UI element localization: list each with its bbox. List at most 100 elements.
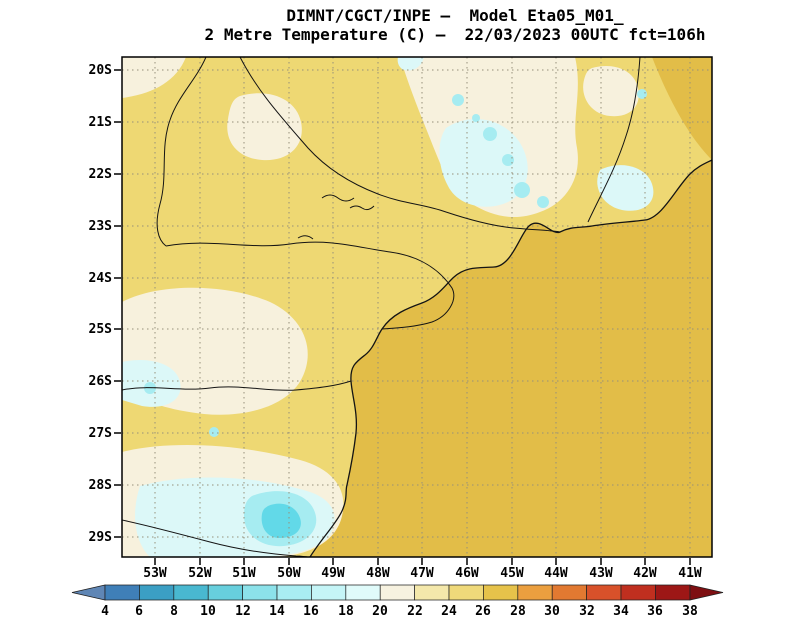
- lat-tick-label: 24S: [89, 271, 113, 286]
- cyan-spot: [537, 196, 549, 208]
- lon-tick-label: 49W: [321, 566, 345, 581]
- lon-tick-label: 50W: [277, 566, 301, 581]
- pale-cyan-patch: [439, 118, 528, 207]
- plot-title-line1: DIMNT/CGCT/INPE — Model Eta05_M01_: [286, 6, 624, 25]
- colorbar-segment: [104, 584, 140, 601]
- colorbar-tick-label: 38: [682, 604, 698, 618]
- colorbar-segment: [620, 584, 656, 601]
- lat-tick-label: 22S: [89, 167, 113, 182]
- border-line: [165, 241, 455, 330]
- reservoir-line: [297, 235, 314, 240]
- lat-tick-label: 28S: [89, 478, 113, 493]
- lon-tick-label: 42W: [633, 566, 657, 581]
- colorbar-segment: [345, 584, 381, 601]
- colorbar-segment: [173, 584, 209, 601]
- latitude-axis: 20S 21S 22S 23S 24S 25S 26S 27S 28S 29S: [89, 63, 113, 545]
- reservoir-line: [349, 205, 375, 211]
- cyan-spot: [472, 114, 480, 122]
- border-line: [239, 57, 561, 233]
- cyan-spot: [483, 127, 497, 141]
- colorbar-segment: [311, 584, 347, 601]
- cyan-spot: [452, 94, 464, 106]
- lon-tick-label: 45W: [500, 566, 524, 581]
- axis-tick-marks: [114, 69, 691, 565]
- colorbar-segment: [379, 584, 416, 601]
- colorbar-segment: [483, 584, 519, 601]
- lon-tick-label: 51W: [232, 566, 256, 581]
- longitude-axis: 53W 52W 51W 50W 49W 48W 47W 46W 45W 44W …: [143, 566, 702, 581]
- colorbar-tick-label: 34: [613, 604, 629, 618]
- lat-tick-label: 27S: [89, 426, 113, 441]
- ocean-fill: [310, 160, 712, 557]
- colorbar-segment: [551, 584, 588, 601]
- pale-cyan-patch: [397, 57, 424, 71]
- colorbar-tick-label: 18: [338, 604, 354, 618]
- colorbar-tick-label: 22: [407, 604, 423, 618]
- lat-tick-label: 26S: [89, 374, 113, 389]
- lon-tick-label: 48W: [366, 566, 390, 581]
- lat-tick-label: 20S: [89, 63, 113, 78]
- colorbar-tick-label: 8: [170, 604, 178, 618]
- lon-tick-label: 44W: [544, 566, 568, 581]
- cream-patch: [583, 66, 639, 117]
- colorbar-labels: 4 6 8 10 12 14 16 18 20 22 24 26 28 30 3…: [101, 604, 698, 618]
- pale-cyan-patch: [597, 165, 654, 211]
- lat-tick-label: 21S: [89, 115, 113, 130]
- colorbar-tick-label: 10: [200, 604, 216, 618]
- colorbar-right-arrow: [689, 584, 724, 601]
- lon-tick-label: 53W: [143, 566, 167, 581]
- colorbar-tick-label: 6: [135, 604, 143, 618]
- colorbar-segment: [139, 584, 175, 601]
- cream-patch: [227, 93, 302, 161]
- reservoir-squiggles: [297, 194, 375, 240]
- colorbar-segment: [414, 584, 450, 601]
- colorbar-tick-label: 12: [235, 604, 251, 618]
- lon-tick-label: 52W: [188, 566, 212, 581]
- lon-tick-label: 43W: [589, 566, 613, 581]
- state-borders: [122, 57, 641, 557]
- colorbar-tick-label: 32: [579, 604, 595, 618]
- colorbar-segment: [586, 584, 622, 601]
- colorbar-tick-label: 14: [269, 604, 285, 618]
- cream-patch: [122, 57, 186, 98]
- cyan-spot: [637, 89, 647, 99]
- graticule: [122, 57, 712, 557]
- lon-tick-label: 41W: [678, 566, 702, 581]
- colorbar-segment: [207, 584, 244, 601]
- lat-tick-label: 29S: [89, 530, 113, 545]
- lat-tick-label: 23S: [89, 219, 113, 234]
- plot-title-line2: 2 Metre Temperature (C) — 22/03/2023 00U…: [204, 25, 706, 44]
- lon-tick-label: 47W: [410, 566, 434, 581]
- colorbar-tick-label: 4: [101, 604, 109, 618]
- map-frame: [121, 56, 713, 558]
- bright-cyan-core: [261, 503, 301, 538]
- lon-tick-label: 46W: [455, 566, 479, 581]
- border-line: [587, 57, 641, 223]
- colorbar-tick-label: 24: [441, 604, 457, 618]
- cyan-spot: [502, 154, 514, 166]
- colorbar-tick-label: 20: [372, 604, 388, 618]
- warm-gold-region: [310, 57, 712, 557]
- coastline: [309, 159, 712, 557]
- colorbar-segment: [276, 584, 312, 601]
- colorbar-segment: [517, 584, 553, 601]
- colorbar-segment: [242, 584, 278, 601]
- cyan-spot: [209, 427, 219, 437]
- colorbar-tick-label: 16: [303, 604, 319, 618]
- colorbar-segment: [448, 584, 484, 601]
- border-line: [156, 57, 207, 247]
- colorbar-tick-label: 28: [510, 604, 526, 618]
- map-field: [122, 57, 712, 557]
- colorbar-left-arrow: [71, 584, 106, 601]
- border-line: [122, 380, 352, 391]
- lat-tick-label: 25S: [89, 322, 113, 337]
- colorbar-tick-label: 30: [544, 604, 560, 618]
- colorbar: [71, 584, 724, 601]
- reservoir-line: [321, 194, 355, 202]
- colorbar-tick-label: 36: [647, 604, 663, 618]
- colorbar-tick-label: 26: [475, 604, 491, 618]
- cyan-spot: [514, 182, 530, 198]
- colorbar-segment: [655, 584, 691, 601]
